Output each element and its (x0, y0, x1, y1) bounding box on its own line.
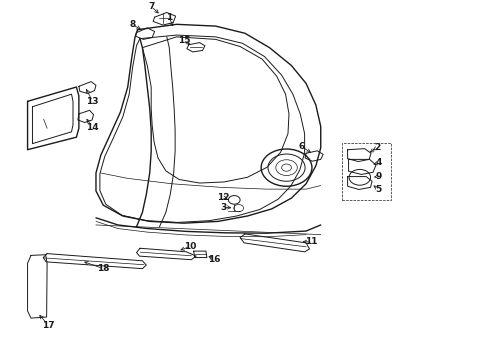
Text: 12: 12 (217, 193, 229, 202)
Text: 7: 7 (148, 2, 154, 11)
Text: 4: 4 (375, 158, 382, 167)
Text: 2: 2 (374, 143, 380, 152)
Text: 13: 13 (86, 97, 99, 106)
Text: 1: 1 (166, 13, 172, 22)
Text: 18: 18 (97, 264, 110, 273)
Text: 9: 9 (375, 172, 382, 181)
Text: 11: 11 (305, 237, 317, 246)
Text: 5: 5 (375, 185, 382, 194)
Text: 6: 6 (298, 142, 305, 151)
Text: 8: 8 (129, 20, 136, 29)
Text: 10: 10 (184, 242, 196, 251)
Bar (342, 143, 391, 200)
Text: 15: 15 (178, 36, 190, 45)
Text: 3: 3 (220, 203, 226, 212)
Text: 14: 14 (86, 123, 99, 132)
Text: 17: 17 (42, 321, 55, 330)
Text: 16: 16 (208, 255, 221, 264)
